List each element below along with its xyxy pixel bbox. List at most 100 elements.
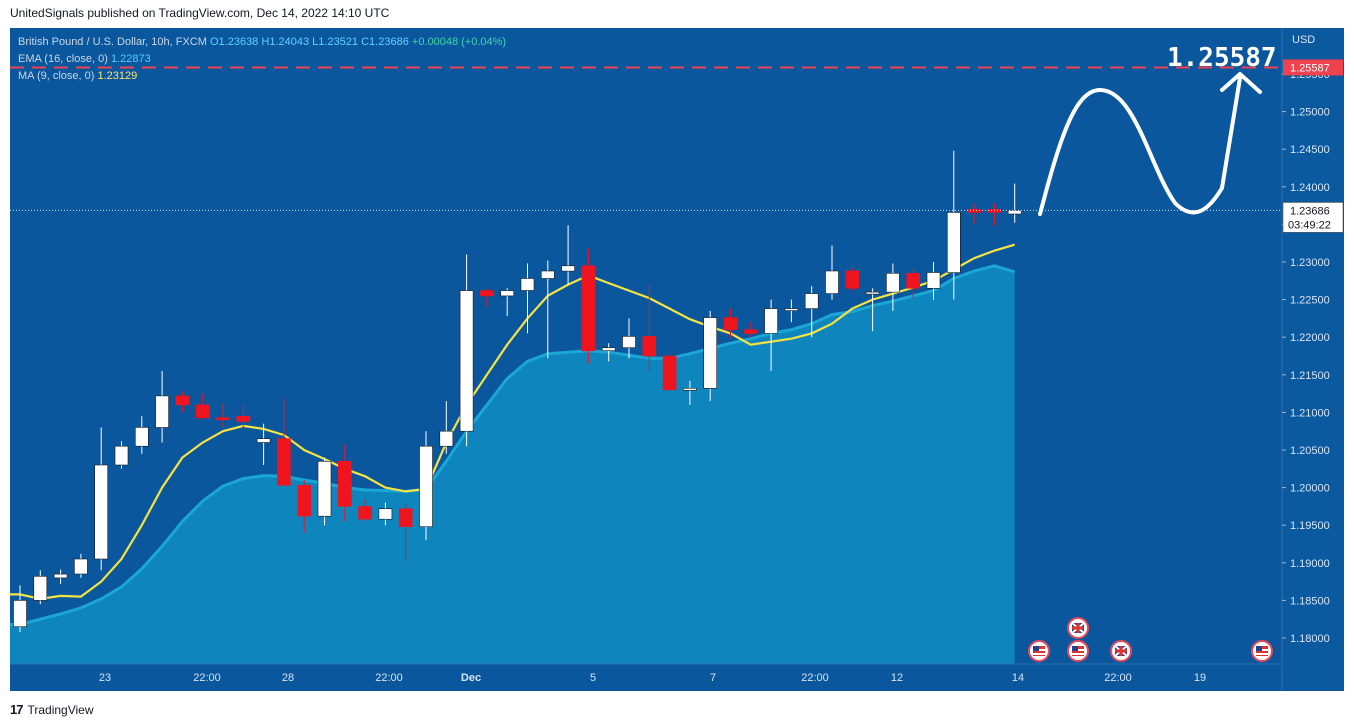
legend-ema-value: 1.22873 <box>110 53 151 65</box>
target-label: 1.25587 <box>1167 43 1277 73</box>
candle-body <box>540 270 555 279</box>
flag-stripe <box>1033 653 1045 655</box>
candle <box>601 343 616 362</box>
price-tick-label: 1.19500 <box>1290 520 1330 532</box>
ma-line <box>10 243 1016 601</box>
time-tick-label: 19 <box>1194 672 1206 684</box>
price-tick-label: 1.18000 <box>1290 633 1330 645</box>
candle <box>804 286 819 338</box>
price-tick-label: 1.24500 <box>1290 144 1330 156</box>
candle <box>540 260 555 359</box>
candle <box>216 403 230 428</box>
candle-body <box>297 484 312 517</box>
candle <box>358 498 372 522</box>
candle <box>74 553 88 578</box>
footer-brand[interactable]: 17 TradingView <box>10 702 94 717</box>
candle-body <box>53 573 68 579</box>
price-axis: 1.255001.250001.245001.240001.235001.230… <box>1281 28 1344 691</box>
candle <box>662 350 677 391</box>
candle-body <box>114 445 129 466</box>
candle <box>53 569 68 584</box>
candle <box>683 380 697 405</box>
time-tick-label: 14 <box>1012 672 1024 684</box>
candle-body <box>358 506 372 520</box>
flag-canton <box>1033 646 1039 651</box>
time-tick-label: 28 <box>282 672 294 684</box>
candle-body <box>398 508 413 528</box>
price-tick-label: 1.22500 <box>1290 295 1330 307</box>
candle <box>967 203 981 225</box>
candle <box>825 245 839 300</box>
candle-body <box>378 508 393 520</box>
candle-body <box>967 209 981 213</box>
candle <box>277 398 291 486</box>
legend-ema-row[interactable]: EMA (16, close, 0) 1.22873 <box>18 51 506 68</box>
ema-area-fill <box>10 265 1015 664</box>
price-tick-label: 1.20000 <box>1290 483 1330 495</box>
target-price-tag: 1.25587 <box>1290 62 1330 74</box>
uk-flag-event-icon[interactable] <box>1110 640 1132 662</box>
time-tick-label: 23 <box>99 672 111 684</box>
candle <box>561 225 575 285</box>
us-flag-event-icon[interactable] <box>1251 640 1273 662</box>
candle-body <box>825 270 839 294</box>
us-flag-event-icon[interactable] <box>1028 640 1050 662</box>
price-tick-label: 1.24000 <box>1290 182 1330 194</box>
candle <box>987 203 1002 226</box>
candle-body <box>581 265 596 352</box>
candle <box>1007 183 1022 223</box>
flag-canton <box>1072 646 1078 651</box>
currency-label: USD <box>1292 34 1316 46</box>
candle-body <box>804 293 819 309</box>
candle-body <box>642 336 657 357</box>
candle-body <box>784 308 799 311</box>
price-tick-label: 1.22000 <box>1290 332 1330 344</box>
projection-arrow-path <box>1038 76 1242 216</box>
candle <box>135 416 149 454</box>
candle <box>155 371 169 443</box>
candle <box>946 150 961 300</box>
projection-arrow-head <box>1220 72 1262 94</box>
candle-body <box>175 395 190 406</box>
candle <box>297 480 312 533</box>
countdown-label: 03:49:22 <box>1288 219 1331 231</box>
price-chart[interactable]: 1.25587 1.255001.250001.245001.240001.23… <box>10 28 1344 691</box>
flag-canton <box>1256 646 1262 651</box>
candle <box>845 268 860 291</box>
time-tick-label: 7 <box>710 672 716 684</box>
candle-body <box>459 290 474 432</box>
candle <box>581 248 596 364</box>
candle-body <box>520 278 535 291</box>
candle-body <box>662 355 677 391</box>
price-tick-label: 1.21000 <box>1290 407 1330 419</box>
price-tick-label: 1.25000 <box>1290 107 1330 119</box>
candle <box>13 585 27 632</box>
time-tick-label: 22:00 <box>193 672 221 684</box>
candle-body <box>845 270 860 289</box>
current-price-tag-bg <box>1282 202 1344 233</box>
legend-symbol: British Pound / U.S. Dollar, 10h, FXCM <box>18 36 207 48</box>
candle <box>784 299 799 323</box>
publisher-line: UnitedSignals published on TradingView.c… <box>10 6 390 20</box>
us-flag-event-icon[interactable] <box>1067 640 1089 662</box>
candle-body <box>480 290 494 297</box>
chart-frame[interactable]: 1.25587 1.255001.250001.245001.240001.23… <box>10 28 1344 691</box>
candle <box>398 504 413 562</box>
candle-body <box>886 273 900 293</box>
flag-cross <box>1115 649 1127 653</box>
legend-ema-label: EMA (16, close, 0) <box>18 53 108 65</box>
uk-flag-event-icon[interactable] <box>1067 617 1089 639</box>
flag-cross <box>1072 626 1084 630</box>
candle-body <box>195 404 210 418</box>
time-tick-label: 5 <box>590 672 596 684</box>
candle <box>743 322 758 338</box>
candle <box>459 254 474 447</box>
time-axis: 23 22:00 28 22:00 Dec 5 7 22:00 12 14 22:00 19 <box>10 663 1282 684</box>
candle-body <box>236 415 251 422</box>
legend-ma-row[interactable]: MA (9, close, 0) 1.23129 <box>18 68 506 85</box>
candle-body <box>33 575 48 601</box>
candle-body <box>74 558 88 575</box>
tradingview-brand-text: TradingView <box>27 702 94 717</box>
candle-body <box>337 460 352 507</box>
candle-body <box>94 464 108 560</box>
